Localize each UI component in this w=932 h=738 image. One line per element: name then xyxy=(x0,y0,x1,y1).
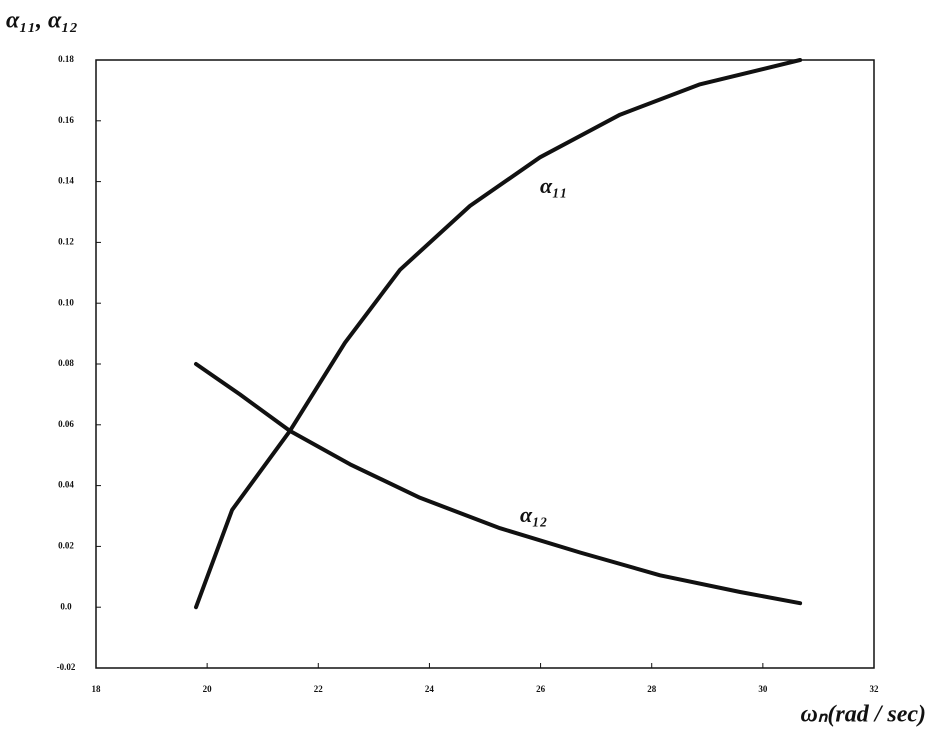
y-tick-label: 0.02 xyxy=(58,540,74,550)
y-tick-label: 0.14 xyxy=(58,176,74,186)
plot-frame xyxy=(96,60,874,668)
x-tick-label: 32 xyxy=(870,684,880,694)
x-tick-label: 24 xyxy=(425,684,435,694)
series-label: α₁₂ xyxy=(520,502,548,527)
y-tick-label: 0.06 xyxy=(58,419,74,429)
y-tick-label: 0.10 xyxy=(58,297,74,307)
y-tick-label: 0.08 xyxy=(58,358,74,368)
y-axis-label: α₁₁, α₁₂ xyxy=(6,8,78,34)
y-tick-label: 0.18 xyxy=(58,54,74,64)
y-tick-label: 0.0 xyxy=(60,601,72,611)
series-label: α₁₁ xyxy=(540,173,568,198)
y-tick-label: 0.12 xyxy=(58,236,74,246)
x-tick-label: 18 xyxy=(92,684,102,694)
chart: α₁₁, α₁₂ ωₙ(rad / sec) -0.02 0.0 0.02 0.04 0… xyxy=(0,0,932,738)
series-line xyxy=(196,60,800,607)
x-tick-label: 22 xyxy=(314,684,324,694)
page: {"chart_data": {"type": "line", "y_label… xyxy=(0,0,932,738)
series-line xyxy=(196,364,800,603)
x-tick-label: 28 xyxy=(647,684,657,694)
x-tick-label: 30 xyxy=(758,684,768,694)
y-tick-label: 0.16 xyxy=(58,115,74,125)
x-tick-label: 20 xyxy=(203,684,213,694)
y-tick-label: 0.04 xyxy=(58,480,74,490)
x-tick-label: 26 xyxy=(536,684,546,694)
y-tick-label: -0.02 xyxy=(57,662,76,672)
x-axis-label: ωₙ(rad / sec) xyxy=(800,702,926,728)
